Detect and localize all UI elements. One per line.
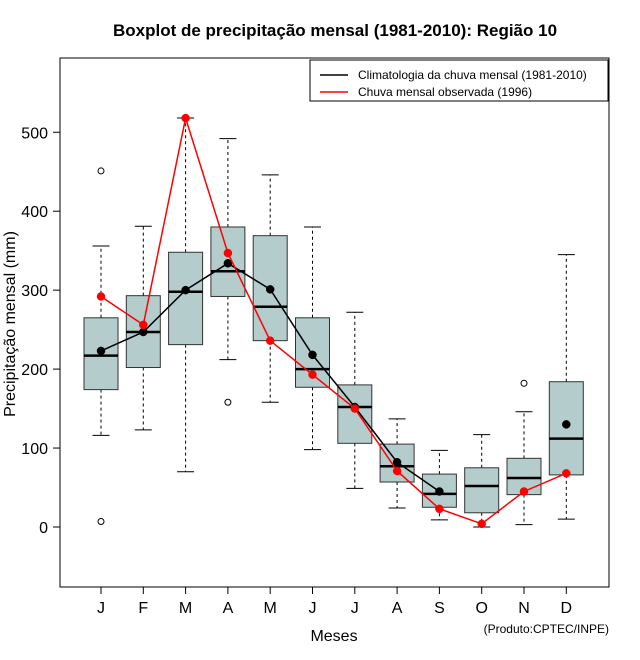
outlier-point	[224, 398, 232, 406]
series-point	[308, 350, 317, 360]
series-point	[265, 336, 275, 345]
chart-title: Boxplot de precipitação mensal (1981-201…	[113, 21, 557, 40]
series-point	[139, 320, 148, 330]
series-point	[96, 346, 106, 356]
series-point	[392, 466, 402, 476]
y-tick-label: 500	[21, 125, 48, 142]
x-tick-label: J	[97, 600, 105, 617]
x-tick-label: M	[179, 600, 192, 617]
box-month-3	[168, 117, 204, 473]
box-iqr	[464, 467, 500, 514]
outlier-point	[97, 167, 105, 175]
x-tick-label: O	[475, 600, 487, 617]
x-tick-label: A	[392, 600, 403, 617]
outlier-point	[520, 379, 528, 387]
series-point	[223, 259, 233, 268]
series-point	[265, 285, 275, 294]
legend: Climatologia da chuva mensal (1981-2010)…	[309, 59, 609, 102]
series-line	[100, 117, 567, 525]
box-month-12	[548, 254, 584, 520]
series-point	[139, 327, 148, 337]
box-month-7	[337, 311, 373, 489]
series-observada-1996	[96, 113, 571, 529]
x-tick-label: J	[309, 600, 317, 617]
plot-frame	[59, 57, 610, 588]
plot-area: 0 100 200 300 400 500 J F M A M J J A S O N D Climatologia…	[21, 57, 610, 617]
y-tick-label: 400	[21, 204, 48, 221]
series-point	[350, 404, 360, 413]
x-axis-label: Meses	[310, 628, 357, 645]
y-tick-label: 200	[21, 362, 48, 379]
x-tick-label: M	[264, 600, 277, 617]
series-point	[562, 469, 571, 478]
y-axis-label: Precipitação mensal (mm)	[2, 231, 19, 417]
series-point	[562, 420, 571, 429]
box-month-6	[295, 226, 330, 451]
x-tick-label: D	[561, 600, 573, 617]
series-point	[435, 487, 444, 496]
box-iqr	[337, 384, 373, 444]
series-point	[181, 285, 190, 295]
box-month-4	[210, 138, 246, 406]
x-tick-label: J	[351, 600, 359, 617]
series-point	[223, 248, 233, 258]
y-tick-label: 100	[21, 441, 48, 458]
box-month-11	[506, 379, 542, 526]
box-iqr	[168, 251, 204, 346]
series-point	[96, 292, 106, 301]
legend-label: Climatologia da chuva mensal (1981-2010)	[358, 68, 587, 82]
outlier-point	[97, 517, 105, 525]
series-point	[392, 458, 402, 467]
box-month-10	[464, 434, 500, 528]
legend-label: Chuva mensal observada (1996)	[358, 85, 532, 99]
x-tick-label: N	[518, 600, 530, 617]
series-point	[477, 519, 486, 529]
y-tick-label: 0	[39, 520, 48, 537]
legend-box	[309, 59, 609, 102]
series-climatologia	[96, 259, 571, 496]
x-tick-label: A	[223, 600, 234, 617]
x-tick-label: F	[138, 600, 148, 617]
series-point	[308, 370, 317, 379]
credit-text: (Produto:CPTEC/INPE)	[484, 622, 609, 636]
y-tick-label: 300	[21, 283, 48, 300]
series-point	[181, 113, 190, 123]
x-tick-label: S	[434, 600, 445, 617]
series-point	[519, 487, 529, 496]
series-point	[435, 504, 444, 514]
